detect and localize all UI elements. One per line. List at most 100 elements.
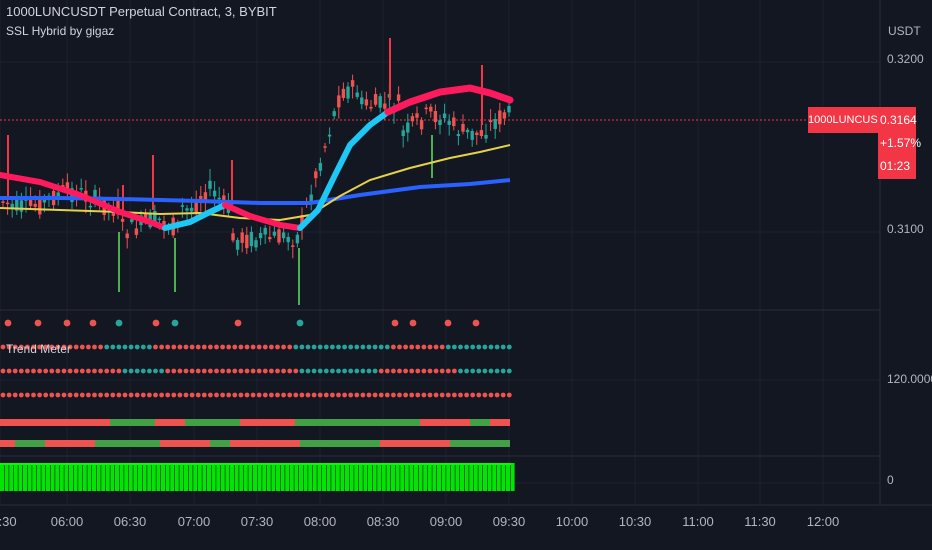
ssl-baseline-bull	[297, 109, 391, 231]
candle-body	[424, 107, 428, 110]
trend-meter-dot	[165, 344, 171, 350]
candle-body	[461, 124, 465, 132]
trend-meter-dot	[500, 344, 506, 350]
candle-body	[19, 200, 24, 212]
histogram-bar	[216, 463, 221, 491]
trend-meter-dot	[18, 368, 24, 374]
histogram-bar	[115, 463, 119, 491]
trend-meter-dot	[73, 392, 79, 398]
trend-meter-dot	[287, 368, 293, 374]
histogram-bar	[207, 463, 211, 491]
time-tick: 09:00	[429, 514, 463, 529]
histogram-bar	[197, 463, 202, 491]
time-tick: 11:30	[744, 514, 776, 529]
candle-body	[185, 208, 189, 211]
trend-meter-dot	[342, 344, 347, 350]
trend-meter-dot	[244, 392, 250, 398]
trend-meter-dot	[336, 368, 341, 374]
histogram-bar	[133, 463, 138, 491]
trend-bar-segment	[95, 440, 160, 447]
trend-meter-dot	[445, 368, 451, 374]
candle-body	[341, 88, 346, 99]
candle-body	[295, 234, 300, 244]
trend-meter-dot	[110, 344, 116, 350]
trend-meter-dot	[43, 344, 49, 350]
histogram-bar	[73, 463, 78, 491]
trend-meter-dot	[55, 344, 61, 350]
histogram-bar	[161, 463, 165, 491]
trend-meter-dot	[195, 392, 201, 398]
trend-bar-segment	[380, 440, 450, 447]
trend-meter-dot	[452, 344, 457, 350]
histogram-bar	[368, 463, 372, 491]
histogram-bar	[184, 463, 188, 491]
histogram-bar	[9, 463, 14, 491]
candle-body	[401, 130, 405, 137]
trend-meter-dot	[55, 392, 61, 398]
trend-meter-dot	[391, 344, 396, 350]
histogram-bar	[460, 463, 464, 491]
histogram-bar	[331, 463, 336, 491]
trend-meter-dot	[378, 392, 384, 398]
indicator-title: SSL Hybrid by gigaz	[6, 24, 115, 38]
trend-meter-dot	[372, 368, 378, 374]
candle-body	[42, 197, 47, 203]
histogram-bar	[262, 463, 267, 491]
trend-meter-dot	[92, 392, 97, 398]
histogram-bar	[257, 463, 262, 491]
trend-bar-segment	[300, 440, 380, 447]
trend-meter-dot	[317, 344, 323, 350]
trend-bar-segment	[15, 440, 45, 447]
trend-meter-dot	[500, 392, 506, 398]
trend-meter-dot	[232, 392, 238, 398]
trend-meter-dot	[86, 344, 91, 350]
trend-meter-dot	[122, 392, 128, 398]
candle-body	[231, 233, 235, 241]
trend-meter-dot	[238, 368, 244, 374]
time-tick: 06:00	[50, 514, 84, 529]
candle-body	[475, 132, 479, 136]
candle-body	[484, 134, 488, 139]
histogram-bar	[322, 463, 326, 491]
trend-meter-dot	[506, 344, 512, 350]
trend-meter-dot	[317, 368, 323, 374]
trend-meter-dot	[165, 368, 171, 374]
histogram-bar	[211, 463, 216, 491]
trend-meter-dot	[201, 344, 207, 350]
trend-meter-dot	[189, 368, 195, 374]
trend-meter-dot	[79, 392, 85, 398]
trend-meter-dot	[384, 392, 390, 398]
trend-meter-dot	[275, 344, 280, 350]
trend-meter-dot	[439, 368, 445, 374]
trend-meter-dot	[409, 344, 415, 350]
trend-meter-dot	[323, 368, 329, 374]
candle-body	[419, 120, 424, 130]
trend-meter-dot	[104, 368, 110, 374]
histogram-bar	[391, 463, 395, 491]
histogram-bar	[363, 463, 368, 491]
trend-meter-dot	[433, 344, 439, 350]
histogram-bar	[400, 463, 405, 491]
trend-meter-dot	[470, 392, 476, 398]
trend-meter-dot	[494, 368, 500, 374]
trend-meter-dot	[330, 368, 335, 374]
candle-body	[373, 94, 378, 105]
trend-meter-dot	[122, 344, 128, 350]
trend-meter-dot	[159, 392, 165, 398]
histogram-bar	[230, 463, 234, 491]
trend-meter-dot	[55, 368, 61, 374]
histogram-bar	[483, 463, 487, 491]
trend-meter-dot	[232, 344, 238, 350]
trend-meter-dot	[250, 392, 256, 398]
candle-body	[337, 95, 341, 108]
histogram-bar	[464, 463, 469, 491]
trend-meter-dot	[421, 368, 427, 374]
histogram-bar	[492, 463, 497, 491]
histogram-bar	[414, 463, 418, 491]
trend-meter-dot	[299, 392, 305, 398]
signal-dot	[34, 319, 42, 327]
trend-meter-dot	[18, 344, 24, 350]
candle-body	[470, 131, 474, 140]
trend-meter-dot	[226, 392, 232, 398]
